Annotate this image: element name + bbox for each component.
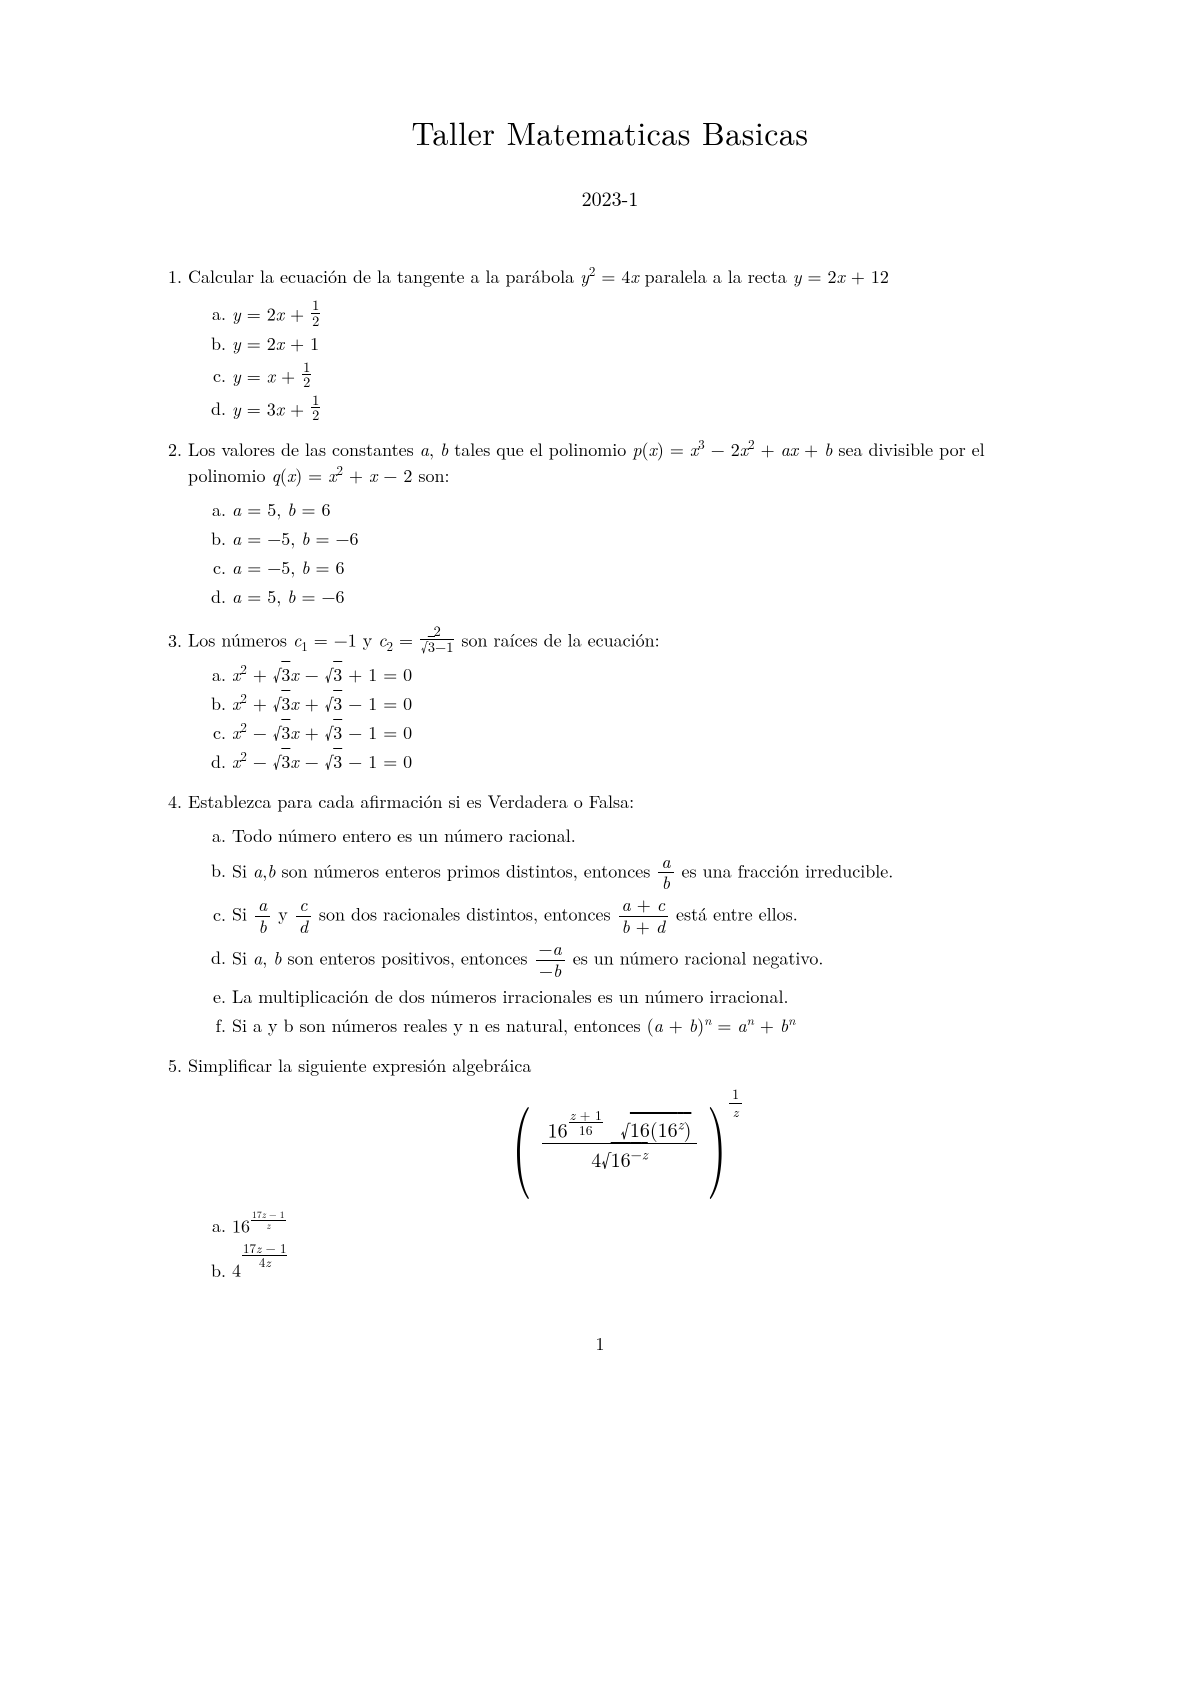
option-item: Si a,b son números enteros primos distin… [232,853,1060,894]
display-expression: (16z + 116 √16(16z)4√16−z)1z [188,1097,1060,1180]
option-item: y = 2x + 12 [232,298,1060,328]
problem-stem: Calcular la ecuación de la tangente a la… [188,264,1060,290]
option-item: a = −5, b = −6 [232,526,1060,552]
option-item: x2 − √3x + √3 − 1 = 0 [232,720,1060,746]
problem-stem: Simplificar la siguiente expresión algeb… [188,1053,1060,1079]
page-number: 1 [0,1331,1200,1356]
problem-item: Simplificar la siguiente expresión algeb… [188,1053,1060,1284]
option-item: x2 − √3x − √3 − 1 = 0 [232,749,1060,775]
option-item: La multiplicación de dos números irracio… [232,984,1060,1010]
page: Taller Matematicas Basicas 2023-1 Calcul… [0,0,1200,1696]
option-item: Todo número entero es un número racional… [232,823,1060,849]
problem-item: Calcular la ecuación de la tangente a la… [188,264,1060,423]
problem-stem: Establezca para cada afirmación si es Ve… [188,789,1060,815]
page-subtitle: 2023-1 [160,183,1060,212]
option-list: a = 5, b = 6 a = −5, b = −6 a = −5, b = 6 a… [188,497,1060,610]
option-item: y = 3x + 12 [232,393,1060,423]
problem-item: Establezca para cada afirmación si es Ve… [188,789,1060,1039]
problem-list: Calcular la ecuación de la tangente a la… [160,264,1060,1284]
problem-stem: Los valores de las constantes a, b tales… [188,437,1060,489]
page-title: Taller Matematicas Basicas [160,110,1060,155]
problem-stem: Los números c1 = −1 y c2 = 2√3−1 son raí… [188,624,1060,654]
option-item: Si ab y cd son dos racionales distintos,… [232,896,1060,937]
problem-item: Los números c1 = −1 y c2 = 2√3−1 son raí… [188,624,1060,775]
option-list: 1617z − 1z 417z − 14z [188,1210,1060,1284]
option-item: y = x + 12 [232,360,1060,390]
option-item: a = 5, b = −6 [232,584,1060,610]
problem-item: Los valores de las constantes a, b tales… [188,437,1060,611]
option-list: y = 2x + 12 y = 2x + 1 y = x + 12y = 3x + … [188,298,1060,423]
option-item: Si a, b son enteros positivos, entonces … [232,940,1060,981]
option-item: 1617z − 1z [232,1210,1060,1239]
option-item: Si a y b son números reales y n es natur… [232,1013,1060,1039]
option-list: Todo número entero es un número racional… [188,823,1060,1039]
option-list: x2 + √3x − √3 + 1 = 0 x2 + √3x + √3 − 1 =… [188,662,1060,775]
option-item: y = 2x + 1 [232,331,1060,357]
option-item: x2 + √3x + √3 − 1 = 0 [232,691,1060,717]
option-item: a = −5, b = 6 [232,555,1060,581]
option-item: a = 5, b = 6 [232,497,1060,523]
option-item: x2 + √3x − √3 + 1 = 0 [232,662,1060,688]
option-item: 417z − 14z [232,1242,1060,1284]
